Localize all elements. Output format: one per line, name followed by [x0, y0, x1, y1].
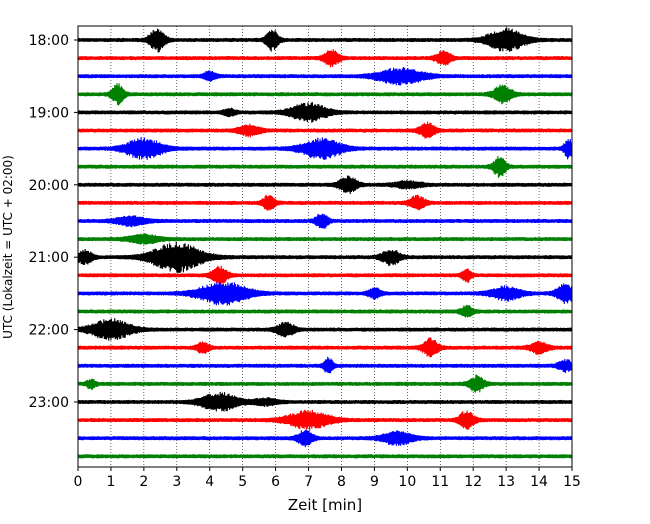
trace-21:30	[77, 282, 573, 306]
x-ticks: 0 1 2 3 4 5 6 7 8 9 10 11 12 13 14 15	[74, 467, 581, 490]
x-tick-label-6: 6	[271, 474, 280, 490]
trace-18:15	[77, 49, 573, 68]
y-tick-label-5: 23:00	[29, 395, 69, 411]
x-tick-label-8: 8	[337, 474, 346, 490]
trace-23:15	[77, 409, 573, 431]
trace-20:15	[77, 194, 573, 211]
trace-23:30	[77, 429, 573, 448]
x-tick-label-13: 13	[497, 474, 515, 490]
trace-19:00	[77, 102, 573, 123]
y-tick-label-1: 19:00	[29, 105, 69, 121]
y-tick-label-4: 22:00	[29, 323, 69, 339]
plot-frame	[77, 25, 573, 468]
trace-19:45	[77, 155, 573, 178]
trace-22:45	[77, 374, 573, 393]
trace-23:45	[77, 454, 573, 459]
x-tick-label-5: 5	[238, 474, 247, 490]
seismic-traces	[77, 27, 573, 459]
trace-18:45	[77, 83, 573, 106]
trace-23:00	[77, 391, 573, 412]
x-tick-label-4: 4	[205, 474, 214, 490]
trace-20:30	[77, 213, 573, 229]
x-axis-label: Zeit [min]	[288, 496, 362, 514]
trace-20:45	[77, 233, 573, 245]
y-ticks: 18:00 19:00 20:00 21:00 22:00 23:00	[29, 33, 78, 411]
trace-22:15	[77, 337, 573, 358]
trace-21:45	[77, 304, 573, 318]
x-tick-label-0: 0	[74, 474, 83, 490]
x-tick-label-14: 14	[530, 474, 548, 490]
x-tick-label-2: 2	[139, 474, 148, 490]
x-tick-label-10: 10	[398, 474, 416, 490]
y-axis-label: UTC (Lokalzeit = UTC + 02:00)	[1, 155, 15, 339]
x-tick-label-1: 1	[106, 474, 115, 490]
x-tick-label-3: 3	[172, 474, 181, 490]
trace-19:15	[77, 121, 573, 139]
y-tick-label-0: 18:00	[29, 33, 69, 49]
trace-21:15	[77, 265, 573, 286]
y-tick-label-2: 20:00	[29, 178, 69, 194]
x-tick-label-11: 11	[431, 474, 449, 490]
y-tick-label-3: 21:00	[29, 250, 69, 266]
trace-22:30	[77, 356, 573, 374]
trace-19:30	[77, 137, 573, 161]
x-tick-label-7: 7	[304, 474, 313, 490]
trace-20:00	[77, 175, 573, 194]
x-tick-label-12: 12	[464, 474, 482, 490]
x-tick-label-9: 9	[370, 474, 379, 490]
trace-21:00	[77, 241, 573, 274]
x-tick-label-15: 15	[563, 474, 581, 490]
trace-18:30	[77, 66, 573, 86]
trace-22:00	[77, 318, 573, 341]
trace-18:00	[77, 27, 573, 53]
